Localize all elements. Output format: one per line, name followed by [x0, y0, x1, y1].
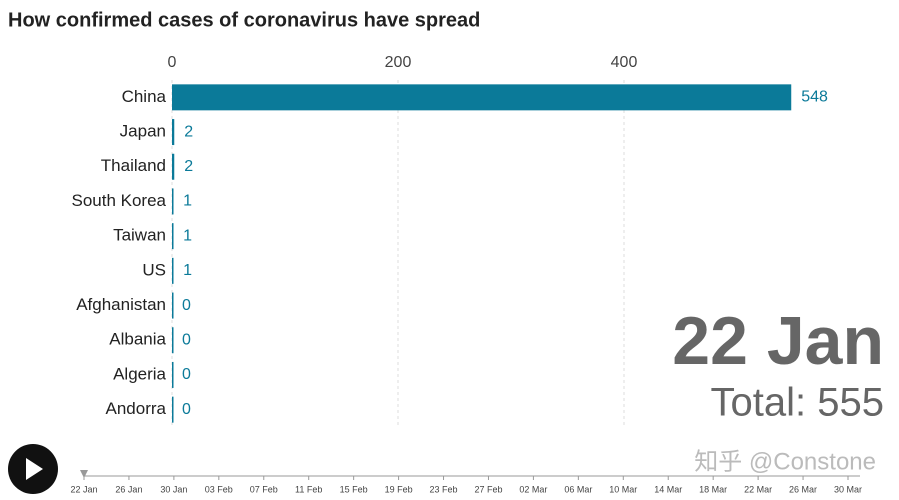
timeline-label: 18 Mar — [699, 484, 727, 494]
y-tick-label: South Korea — [71, 191, 166, 210]
timeline-label: 14 Mar — [654, 484, 682, 494]
timeline-label: 27 Feb — [474, 484, 502, 494]
timeline-label: 23 Feb — [430, 484, 458, 494]
timeline-label: 10 Mar — [609, 484, 637, 494]
timeline-label: 30 Jan — [160, 484, 187, 494]
y-tick-label: US — [142, 260, 166, 279]
bar — [172, 119, 175, 146]
timeline-label: 26 Jan — [115, 484, 142, 494]
timeline-label: 03 Feb — [205, 484, 233, 494]
value-label: 548 — [801, 89, 828, 106]
y-tick-label: Andorra — [106, 399, 167, 418]
y-tick-label: Afghanistan — [76, 295, 166, 314]
x-tick-label: 200 — [385, 54, 412, 71]
value-label: 0 — [182, 401, 191, 418]
timeline-label: 11 Feb — [295, 484, 322, 494]
timeline-label: 02 Mar — [519, 484, 547, 494]
timeline-label: 15 Feb — [340, 484, 368, 494]
x-tick-label: 400 — [611, 54, 638, 71]
value-label: 0 — [182, 297, 191, 314]
bar — [172, 153, 175, 180]
y-tick-label: Japan — [120, 122, 166, 141]
value-label: 2 — [184, 123, 193, 140]
value-label: 0 — [182, 331, 191, 348]
bar — [172, 257, 174, 284]
timeline-label: 26 Mar — [789, 484, 817, 494]
play-button[interactable] — [8, 444, 58, 494]
bar — [172, 84, 792, 111]
bar — [172, 188, 174, 215]
play-icon[interactable] — [26, 458, 43, 480]
y-tick-label: China — [122, 87, 167, 106]
watermark: 知乎 @Constone — [694, 448, 876, 475]
y-tick-label: Albania — [109, 330, 166, 349]
current-date: 22 Jan — [672, 303, 884, 379]
value-label: 0 — [182, 366, 191, 383]
x-tick-label: 0 — [168, 54, 177, 71]
bar — [172, 223, 174, 250]
y-tick-label: Taiwan — [113, 226, 166, 245]
bar — [172, 327, 174, 354]
y-tick-label: Algeria — [113, 364, 166, 383]
bar — [172, 361, 174, 388]
value-label: 1 — [183, 193, 192, 210]
chart-title: How confirmed cases of coronavirus have … — [8, 9, 480, 31]
timeline-label: 19 Feb — [385, 484, 413, 494]
bar — [172, 292, 174, 319]
timeline-label: 07 Feb — [250, 484, 278, 494]
value-label: 1 — [183, 262, 192, 279]
value-label: 2 — [184, 158, 193, 175]
bar — [172, 396, 174, 423]
value-label: 1 — [183, 227, 192, 244]
timeline-label: 06 Mar — [564, 484, 592, 494]
timeline-handle[interactable] — [80, 470, 88, 478]
total-label: Total: 555 — [711, 381, 884, 425]
y-tick-label: Thailand — [101, 156, 166, 175]
timeline-label: 30 Mar — [834, 484, 862, 494]
timeline-label: 22 Mar — [744, 484, 772, 494]
timeline-label: 22 Jan — [70, 484, 97, 494]
